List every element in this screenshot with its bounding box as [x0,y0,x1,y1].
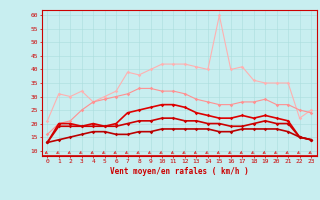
X-axis label: Vent moyen/en rafales ( km/h ): Vent moyen/en rafales ( km/h ) [110,167,249,176]
